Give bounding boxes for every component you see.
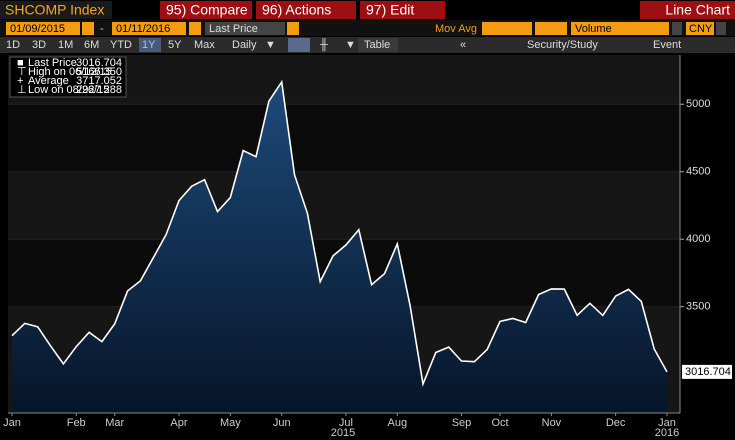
y-tick-label: 4500 bbox=[686, 166, 710, 178]
x-tick-label: Feb bbox=[67, 417, 86, 429]
legend-marker: + bbox=[17, 75, 23, 87]
period-button[interactable]: 3D bbox=[32, 39, 46, 51]
input-box[interactable] bbox=[482, 22, 532, 35]
chart: 3500 4000 4500 5000 3016.704 Jan Feb Mar Apr May J… bbox=[3, 55, 732, 439]
x-tick-label: Jan bbox=[658, 417, 676, 429]
button[interactable] bbox=[256, 1, 356, 19]
ticker-box bbox=[0, 1, 112, 19]
date-box bbox=[189, 22, 201, 35]
view-box bbox=[640, 1, 735, 19]
last-value-label: 3016.704 bbox=[685, 366, 731, 378]
button-label[interactable]: 95) Compare bbox=[166, 2, 248, 18]
period-button[interactable]: 6M bbox=[84, 39, 99, 51]
y-tick-label: 4000 bbox=[686, 233, 710, 245]
legend-label: Low on 08/26/15 bbox=[28, 84, 109, 96]
y-tick-label: 5000 bbox=[686, 98, 710, 110]
legend-value: 3016.704 bbox=[76, 57, 122, 69]
date-box[interactable] bbox=[112, 22, 186, 35]
x-tick-label: Jan bbox=[3, 417, 21, 429]
legend-marker: ■ bbox=[17, 57, 24, 69]
end-date[interactable]: 01/11/2016 bbox=[116, 23, 170, 35]
currency-box[interactable] bbox=[686, 22, 714, 35]
dropdown[interactable] bbox=[716, 22, 726, 35]
button-label[interactable]: 96) Actions bbox=[262, 2, 331, 18]
legend-marker: ⊥ bbox=[17, 84, 27, 96]
x-tick-label: Apr bbox=[170, 417, 187, 429]
x-tick-label: Jul bbox=[339, 417, 353, 429]
field-box bbox=[287, 22, 299, 35]
dropdown-arrow[interactable]: ▼ bbox=[265, 39, 276, 51]
area bbox=[12, 81, 667, 414]
currency[interactable]: CNY bbox=[689, 23, 713, 35]
dropdown[interactable] bbox=[672, 22, 682, 35]
legend-value: 5166.350 bbox=[76, 66, 122, 78]
year-label: 2015 bbox=[331, 427, 355, 439]
event-label[interactable]: Event bbox=[653, 39, 681, 51]
button[interactable] bbox=[160, 1, 252, 19]
x-tick-label: Aug bbox=[388, 417, 408, 429]
volume[interactable]: Volume bbox=[575, 23, 612, 35]
legend-label: Last Price bbox=[28, 57, 77, 69]
legend-label: Average bbox=[28, 75, 69, 87]
date-box bbox=[82, 22, 94, 35]
button-label[interactable]: 97) Edit bbox=[366, 2, 414, 18]
period-group: 1D 3D 1M 6M YTD 1Y 5Y Max bbox=[6, 38, 215, 52]
price-line bbox=[11, 79, 668, 387]
legend-value: 3717.052 bbox=[76, 75, 122, 87]
x-tick-label: Nov bbox=[542, 417, 562, 429]
frequency[interactable]: Daily bbox=[232, 39, 257, 51]
x-tick-label: Oct bbox=[491, 417, 508, 429]
period-button[interactable]: 1M bbox=[58, 39, 73, 51]
field-box[interactable] bbox=[205, 22, 285, 35]
ticker: SHCOMP Index bbox=[5, 2, 104, 18]
y-tick-label: 3500 bbox=[686, 301, 710, 313]
table-button[interactable] bbox=[358, 38, 398, 52]
dash: - bbox=[100, 23, 104, 35]
legend-box bbox=[9, 56, 127, 98]
year-label: 2016 bbox=[655, 427, 679, 439]
line-icon[interactable] bbox=[288, 38, 310, 52]
x-tick-label: May bbox=[220, 417, 241, 429]
legend-marker: ⊤ bbox=[17, 66, 27, 78]
button[interactable] bbox=[360, 1, 445, 19]
x-tick-label: Sep bbox=[452, 417, 472, 429]
period-button[interactable]: YTD bbox=[110, 39, 132, 51]
x-tick-label: Jun bbox=[273, 417, 291, 429]
period-button[interactable]: 1D bbox=[6, 39, 20, 51]
bar-icon[interactable]: ╫ bbox=[319, 37, 328, 52]
study-label[interactable]: Security/Study bbox=[527, 39, 598, 51]
mov-avg[interactable]: Mov Avg bbox=[435, 23, 477, 35]
legend-label: High on 06/12/15 bbox=[28, 66, 112, 78]
collapse-icon[interactable]: « bbox=[460, 39, 466, 51]
field[interactable]: Last Price bbox=[209, 23, 258, 35]
view-label: Line Chart bbox=[665, 2, 730, 18]
x-tick-label: Dec bbox=[606, 417, 626, 429]
dropdown-arrow[interactable]: ▼ bbox=[345, 39, 356, 51]
start-date[interactable]: 01/09/2015 bbox=[10, 23, 65, 35]
period-button[interactable]: 5Y bbox=[168, 39, 182, 51]
date-box[interactable] bbox=[6, 22, 80, 35]
volume-box[interactable] bbox=[571, 22, 669, 35]
table-label[interactable]: Table bbox=[364, 39, 390, 51]
x-tick-label: Mar bbox=[105, 417, 124, 429]
period-selected[interactable] bbox=[139, 38, 161, 52]
period-button[interactable]: Max bbox=[194, 39, 215, 51]
input-box[interactable] bbox=[535, 22, 567, 35]
last-value-tag bbox=[682, 364, 732, 379]
period-button[interactable]: 1Y bbox=[142, 39, 156, 51]
band bbox=[8, 171, 680, 240]
legend-value: 2927.288 bbox=[76, 84, 122, 96]
